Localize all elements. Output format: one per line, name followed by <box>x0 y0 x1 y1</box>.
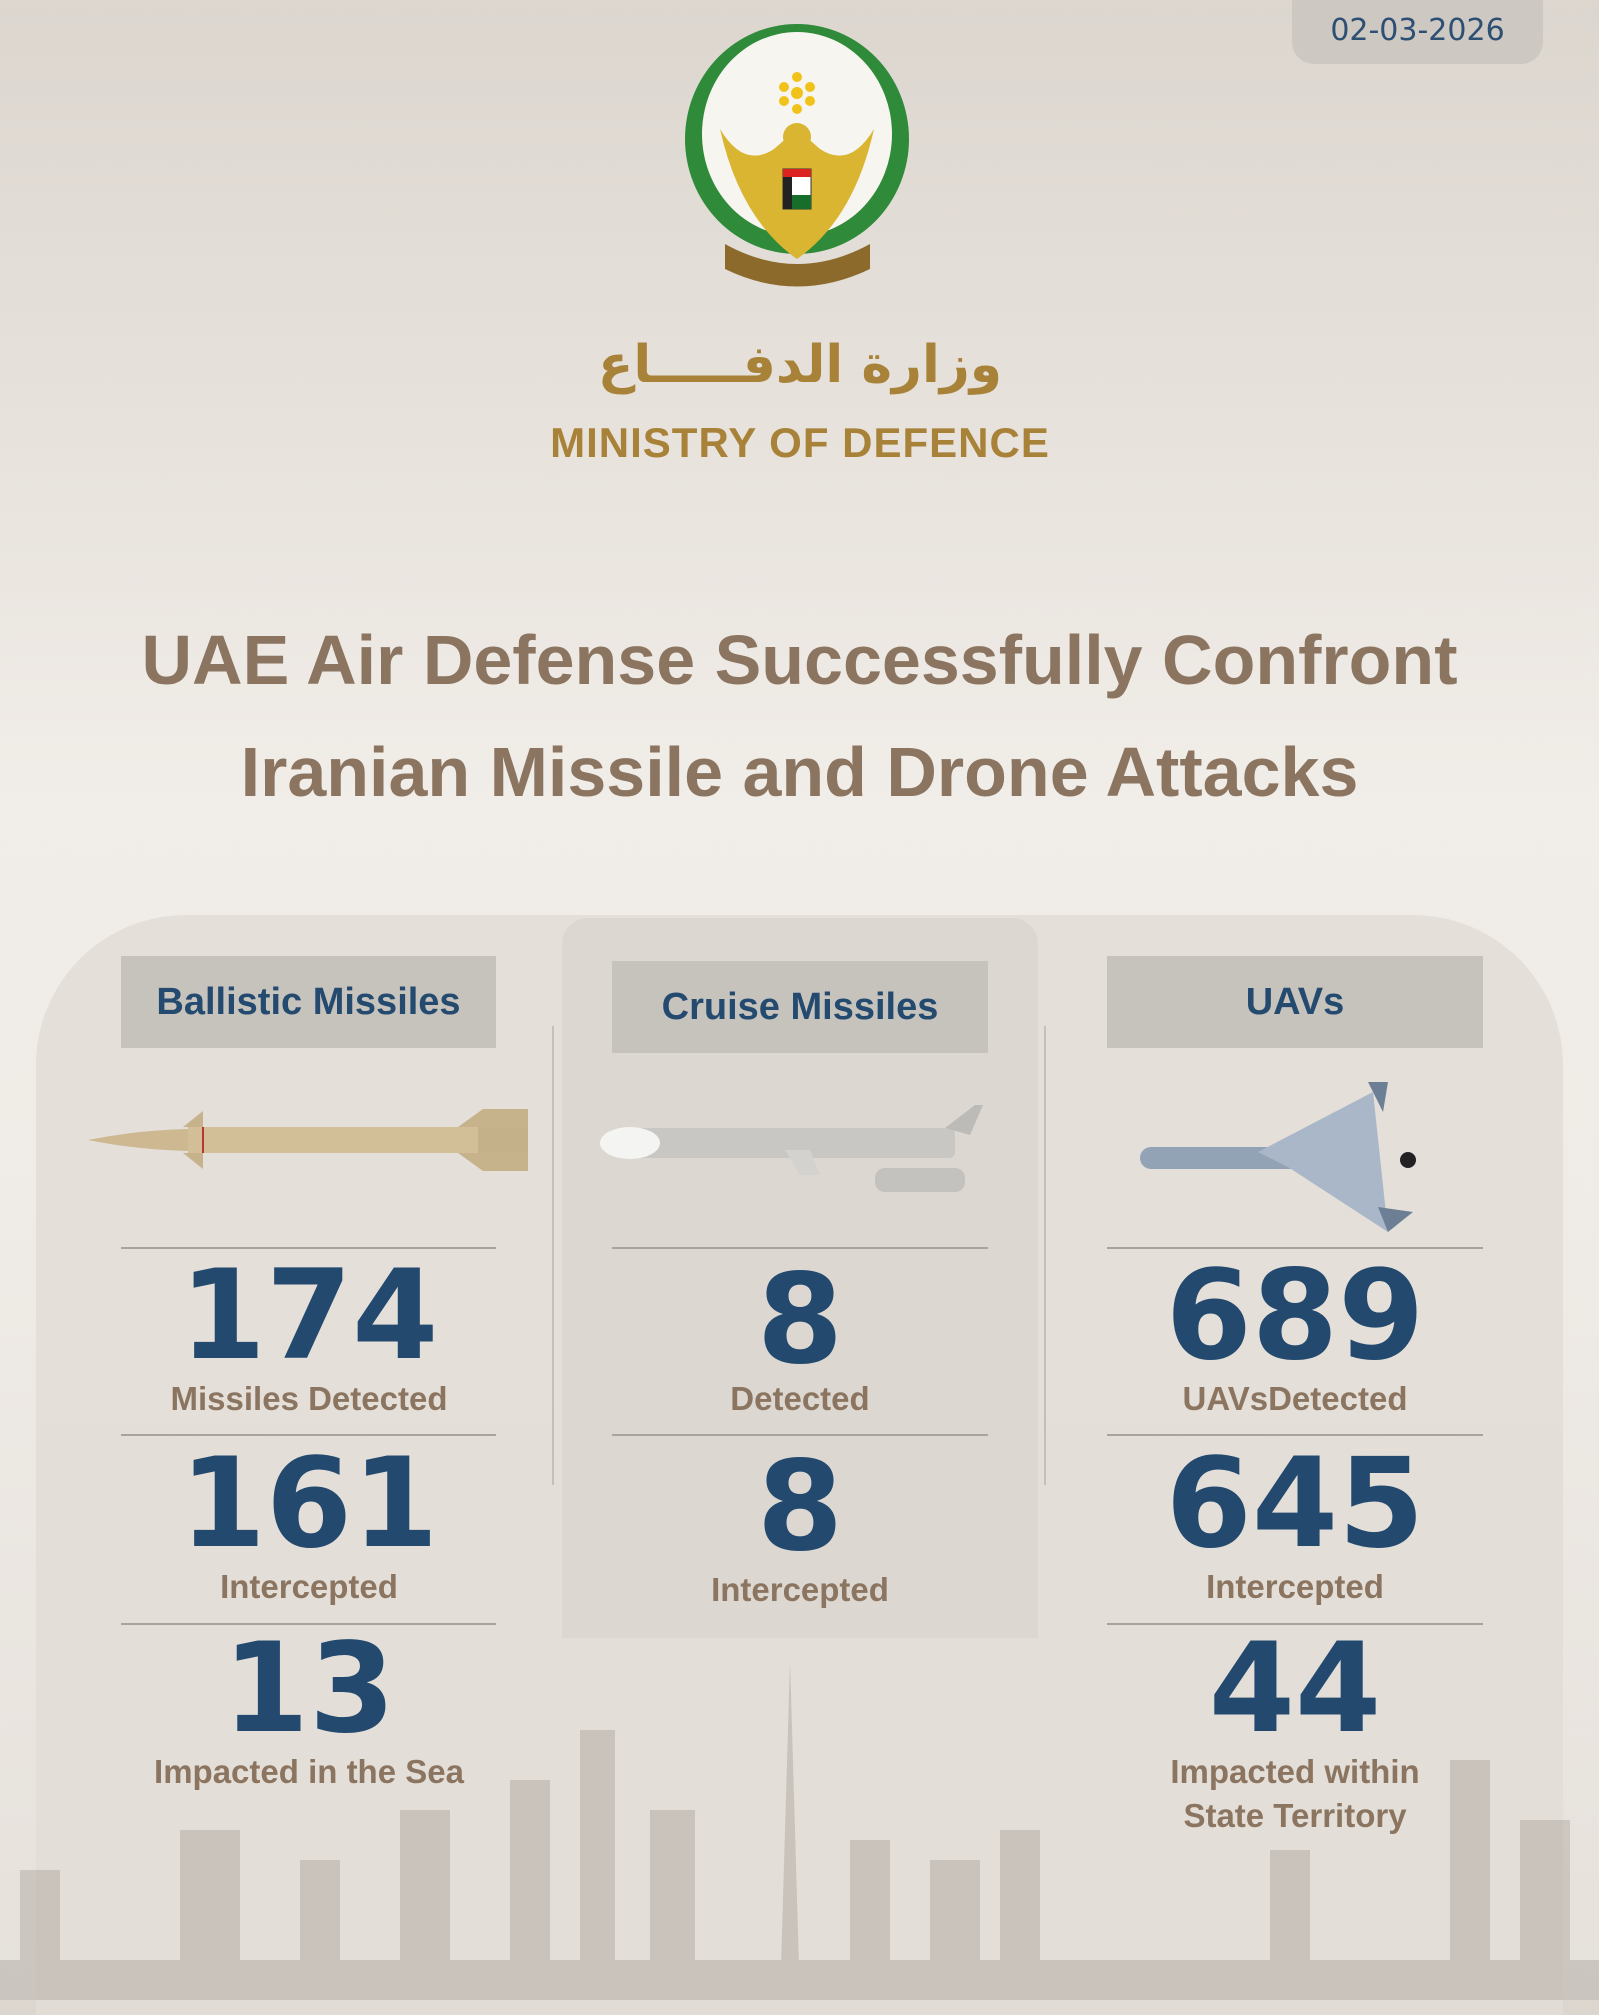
ballistic-missile-image <box>88 1109 528 1171</box>
divider <box>1107 1623 1483 1625</box>
uav-impacted-label: Impacted within <box>1170 1753 1420 1790</box>
uav-impacted-value: 44 <box>1208 1617 1382 1761</box>
city-skyline-background <box>0 1660 1599 2000</box>
divider <box>1107 1434 1483 1436</box>
ministry-english-name: MINISTRY OF DEFENCE <box>550 419 1050 466</box>
ballistic-missiles-header: Ballistic Missiles <box>121 956 496 1048</box>
ballistic-intercepted-value: 161 <box>179 1432 439 1576</box>
uav-impacted-label-line2: State Territory <box>1183 1797 1407 1834</box>
cruise-missile-image <box>600 1105 983 1192</box>
cruise-detected-value: 8 <box>756 1248 844 1392</box>
uav-intercepted-value: 645 <box>1165 1432 1425 1576</box>
ballistic-intercepted-label: Intercepted <box>220 1568 398 1605</box>
ballistic-detected-value: 174 <box>179 1244 439 1388</box>
headline-line-1: UAE Air Defense Successfully Confront <box>141 621 1458 699</box>
uavs-header: UAVs <box>1107 956 1483 1048</box>
divider <box>121 1623 496 1625</box>
divider <box>121 1247 496 1249</box>
divider <box>612 1434 988 1436</box>
divider <box>1107 1247 1483 1249</box>
cruise-missiles-header: Cruise Missiles <box>612 961 988 1053</box>
column-divider <box>1044 1026 1046 1485</box>
ministry-arabic-name: وزارة الدفـــــاع <box>597 335 1003 395</box>
headline-line-2: Iranian Missile and Drone Attacks <box>240 733 1359 811</box>
ballistic-sea-label: Impacted in the Sea <box>154 1753 464 1790</box>
date-badge: 02-03-2026 <box>1292 0 1543 64</box>
cruise-intercepted-value: 8 <box>756 1435 844 1579</box>
ministry-emblem-logo <box>685 24 909 287</box>
uav-detected-label: UAVsDetected <box>1182 1380 1408 1417</box>
ballistic-detected-label: Missiles Detected <box>170 1380 448 1417</box>
uav-intercepted-label: Intercepted <box>1206 1568 1384 1605</box>
cruise-intercepted-label: Intercepted <box>711 1571 889 1608</box>
ballistic-sea-value: 13 <box>222 1617 396 1761</box>
uav-detected-value: 689 <box>1165 1244 1425 1388</box>
drone-image <box>1140 1082 1416 1232</box>
divider <box>121 1434 496 1436</box>
cruise-detected-label: Detected <box>730 1380 870 1417</box>
divider <box>612 1247 988 1249</box>
column-divider <box>552 1026 554 1485</box>
